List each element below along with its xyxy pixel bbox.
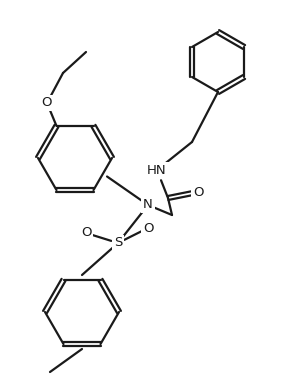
Text: O: O <box>193 185 203 199</box>
Text: HN: HN <box>147 163 167 176</box>
Text: O: O <box>42 96 52 110</box>
Text: O: O <box>143 221 153 235</box>
Text: S: S <box>114 236 122 250</box>
Text: N: N <box>143 199 153 212</box>
Text: O: O <box>81 226 91 240</box>
